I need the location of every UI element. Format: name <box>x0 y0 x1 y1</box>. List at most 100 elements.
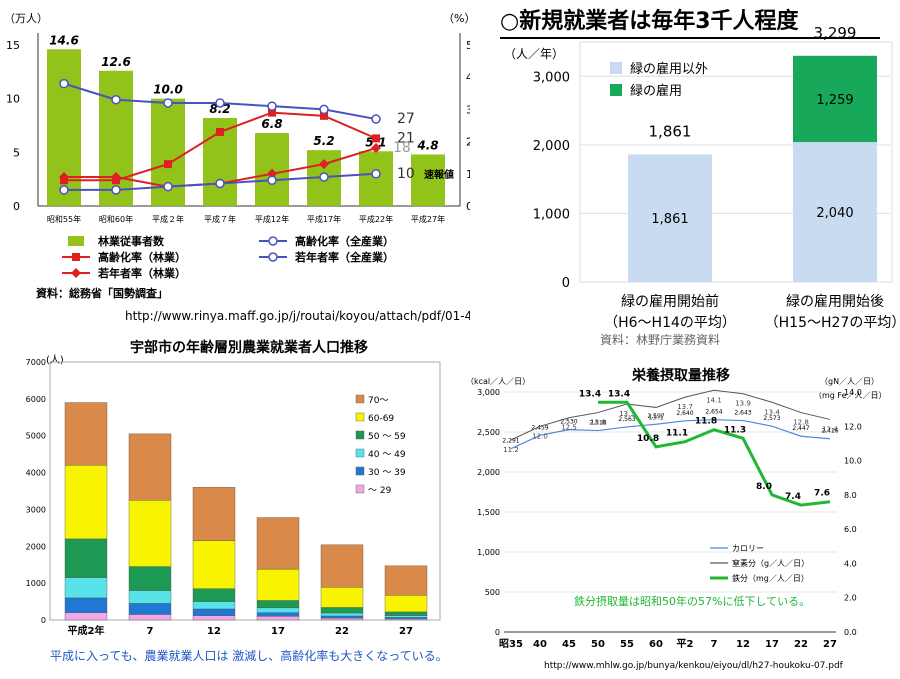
bar-segment <box>320 607 364 614</box>
right-value-label: 21 <box>397 130 415 146</box>
bar-segment <box>64 538 108 578</box>
bar-segment <box>128 614 172 621</box>
right-value-label: 27 <box>397 111 415 127</box>
bar-segment <box>256 616 300 621</box>
right-tick-label: 40 <box>466 71 470 84</box>
legend-label: 60-69 <box>368 414 394 424</box>
x-tick-label: 平成27年 <box>411 214 445 224</box>
bar-segment <box>192 588 236 602</box>
left-tick-label: 15 <box>6 39 20 52</box>
bar-segment <box>64 577 108 599</box>
y-tick-label: 2000 <box>26 542 46 551</box>
nitrogen-label: 12.4 <box>822 425 838 433</box>
legend-label: 50 ～ 59 <box>368 432 406 442</box>
bar-segment <box>256 612 300 617</box>
bar-segment <box>64 464 108 540</box>
x-tick-label: 45 <box>562 639 576 650</box>
bar-segment <box>256 517 300 570</box>
bar-segment <box>320 586 364 608</box>
y-tick-label: 6000 <box>26 395 46 404</box>
ube-unit: (人) <box>46 354 64 366</box>
bar-value-label: 14.6 <box>49 33 79 47</box>
x-tick-label: 緑の雇用開始前 <box>621 293 719 310</box>
x-tick-label: 昭和60年 <box>99 214 133 224</box>
iron-label: 7.6 <box>814 489 830 499</box>
line-point <box>111 185 121 195</box>
legend-label: 緑の雇用以外 <box>630 61 708 77</box>
nitrogen-label: 12.8 <box>590 419 606 427</box>
nutrition-right-unit-2: （mg Fe／人／日） <box>814 391 887 400</box>
ube-title: 宇部市の年齢層別農業就業者人口推移 <box>130 339 368 356</box>
bar-segment <box>192 615 236 621</box>
legend-swatch <box>355 394 365 404</box>
legend-swatch <box>355 484 365 494</box>
right-tick-label: 0.0 <box>844 628 857 637</box>
line-point <box>372 134 380 143</box>
bar-segment <box>628 154 712 282</box>
right-tick-label: 14.0 <box>844 388 862 397</box>
left-tick-label: 2,500 <box>477 428 500 437</box>
legend-swatch <box>610 84 622 96</box>
right-tick-label: 4.0 <box>844 559 857 568</box>
bar-segment <box>320 612 364 617</box>
legend-swatch <box>355 430 365 440</box>
x-tick-label: 55 <box>620 639 634 650</box>
legend-label: 窒素分（g／人／日） <box>732 558 809 568</box>
nutrition-chart: 栄養摂取量推移 （kcal／人／日） （gN／人／日） （mg Fe／人／日） … <box>466 367 887 671</box>
bar-segment <box>128 603 172 615</box>
nitrogen-label: 14.1 <box>706 396 722 404</box>
right-tick-label: 10.0 <box>844 457 862 466</box>
calorie-label: 2,654 <box>705 409 722 416</box>
x-tick-label: 12 <box>736 639 750 650</box>
left-tick-label: 1,500 <box>477 508 500 517</box>
nitrogen-label: 13.9 <box>735 400 751 408</box>
legend-label: カロリー <box>732 544 764 553</box>
legend-label: 70～ <box>368 396 388 406</box>
segment-label: 2,040 <box>816 206 853 221</box>
legend-label: 高齢化率（全産業） <box>295 234 394 248</box>
bar-segment <box>128 433 172 501</box>
bar-value-label: 6.8 <box>261 117 282 131</box>
bar-value-label: 10.0 <box>153 83 183 97</box>
line-point <box>267 175 277 185</box>
line-point <box>111 94 121 105</box>
segment-label: 1,861 <box>651 212 688 227</box>
bar-segment <box>793 55 877 143</box>
nutrition-title: 栄養摂取量推移 <box>631 367 730 384</box>
x-tick-label: 40 <box>533 639 547 650</box>
iron-label: 13.4 <box>608 389 630 399</box>
x-tick-label: 昭和55年 <box>47 214 81 224</box>
calorie-label: 2,563 <box>618 416 635 423</box>
left-tick-label: 0 <box>495 628 500 637</box>
bar <box>359 151 393 206</box>
y-tick-label: 0 <box>562 276 570 291</box>
calorie-line <box>510 419 831 450</box>
forestry-source: 資料：総務省「国勢調査」 <box>36 286 168 300</box>
plot-frame <box>49 361 441 621</box>
bar-segment <box>384 611 428 616</box>
bar-segment <box>256 607 300 613</box>
x-tick-sublabel: （H15～H27の平均） <box>765 315 900 331</box>
iron-label: 8.0 <box>756 482 772 492</box>
line-point <box>319 159 329 170</box>
x-tick-label: 12 <box>207 626 221 637</box>
right-tick-label: 0 <box>466 200 470 213</box>
x-tick-label: 50 <box>591 639 605 650</box>
y-tick-label: 3,000 <box>533 70 570 85</box>
iron-label: 13.4 <box>579 389 601 399</box>
line-point <box>163 98 173 108</box>
legend-marker <box>71 268 81 278</box>
right-unit: （%） <box>443 12 470 25</box>
line-point <box>215 178 225 189</box>
flash-label: 速報値 <box>424 168 454 181</box>
left-tick-label: 3,000 <box>477 388 500 397</box>
nitrogen-label: 13.1 <box>648 413 664 421</box>
x-tick-label: 22 <box>335 626 349 637</box>
bar-segment <box>192 608 236 616</box>
new-workers-unit: （人／年） <box>504 47 564 61</box>
iron-label: 7.4 <box>785 492 801 502</box>
bar-value-label: 5.2 <box>313 134 334 148</box>
y-tick-label: 3000 <box>26 505 46 514</box>
ube-note: 平成に入っても、農業就業人口は 激減し、高齢化率も大きくなっている。 <box>50 648 448 663</box>
x-tick-label: 7 <box>711 639 718 650</box>
